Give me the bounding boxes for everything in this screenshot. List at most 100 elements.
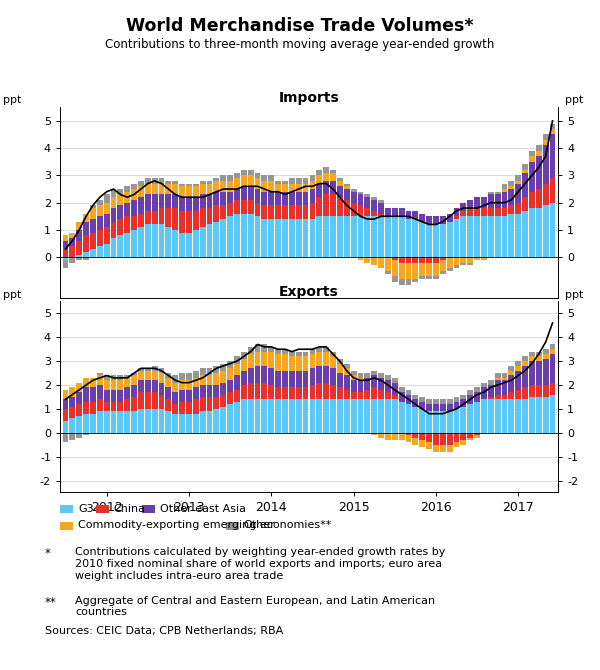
Bar xyxy=(241,200,247,214)
Bar xyxy=(350,216,356,257)
Bar xyxy=(97,399,103,411)
Bar xyxy=(426,442,432,450)
Bar xyxy=(508,186,514,189)
Bar xyxy=(214,222,220,257)
Bar xyxy=(426,404,432,411)
Bar xyxy=(152,371,158,381)
Bar xyxy=(467,438,473,440)
Text: G3: G3 xyxy=(78,504,94,513)
Bar xyxy=(76,241,82,255)
Bar xyxy=(481,208,487,216)
Bar xyxy=(344,200,350,216)
Bar xyxy=(495,216,500,257)
Bar xyxy=(426,276,432,279)
Bar xyxy=(97,216,103,230)
Bar xyxy=(508,392,514,399)
Bar xyxy=(426,411,432,433)
Bar xyxy=(426,263,432,276)
Bar xyxy=(262,344,268,352)
Bar xyxy=(282,206,288,219)
Bar xyxy=(454,265,460,268)
Text: ppt: ppt xyxy=(565,289,584,299)
Bar xyxy=(337,197,343,216)
Bar xyxy=(522,399,528,433)
Bar xyxy=(302,206,308,219)
Bar xyxy=(330,173,336,181)
Text: *: * xyxy=(45,547,51,560)
Bar xyxy=(186,381,192,390)
Bar xyxy=(152,381,158,392)
Bar xyxy=(412,407,418,433)
Bar xyxy=(419,263,425,276)
Bar xyxy=(104,411,110,433)
Bar xyxy=(241,399,247,433)
Bar xyxy=(262,383,268,399)
Bar xyxy=(254,399,260,433)
Bar xyxy=(214,181,220,192)
Bar xyxy=(454,216,460,219)
Bar xyxy=(502,184,508,189)
Bar xyxy=(227,404,233,433)
Bar xyxy=(104,375,110,381)
Bar xyxy=(248,186,254,200)
Bar xyxy=(419,402,425,409)
Bar xyxy=(392,260,398,276)
Bar xyxy=(296,184,302,192)
Bar xyxy=(200,369,206,375)
Bar xyxy=(282,219,288,257)
Bar xyxy=(344,375,350,390)
Bar xyxy=(310,202,316,219)
Bar xyxy=(138,392,144,409)
Bar xyxy=(186,197,192,211)
Bar xyxy=(83,433,89,436)
Bar xyxy=(254,189,260,202)
Bar xyxy=(529,151,535,156)
Bar xyxy=(62,260,68,268)
Bar xyxy=(118,402,123,411)
Bar xyxy=(234,178,240,189)
Bar xyxy=(371,211,377,216)
Bar xyxy=(104,214,110,227)
Bar xyxy=(310,176,316,181)
Bar xyxy=(508,189,514,206)
Bar xyxy=(543,135,548,140)
Bar xyxy=(186,402,192,413)
Bar xyxy=(275,354,281,371)
Bar xyxy=(467,216,473,257)
Bar xyxy=(70,257,75,263)
Bar xyxy=(474,436,480,438)
Bar xyxy=(152,194,158,211)
Bar xyxy=(488,397,494,399)
Bar xyxy=(454,442,460,447)
Text: China: China xyxy=(113,504,146,513)
Bar xyxy=(454,397,460,402)
Bar xyxy=(392,216,398,257)
Bar xyxy=(350,192,356,202)
Bar xyxy=(508,375,514,392)
Bar xyxy=(337,178,343,181)
Bar xyxy=(158,224,164,257)
Bar xyxy=(70,433,75,440)
Bar xyxy=(515,361,521,366)
Bar xyxy=(330,194,336,216)
Bar xyxy=(508,399,514,433)
Bar xyxy=(419,214,425,222)
Bar xyxy=(358,194,364,206)
Bar xyxy=(481,257,487,260)
Bar xyxy=(241,170,247,176)
Bar xyxy=(502,399,508,433)
Bar xyxy=(481,387,487,399)
Bar xyxy=(62,241,68,249)
Bar xyxy=(70,247,75,257)
Bar xyxy=(502,189,508,192)
Bar xyxy=(275,349,281,354)
Bar xyxy=(206,208,212,224)
Bar xyxy=(350,399,356,433)
Bar xyxy=(206,369,212,375)
Bar xyxy=(262,192,268,206)
Bar xyxy=(214,192,220,206)
Bar xyxy=(214,206,220,222)
Bar xyxy=(166,411,171,433)
Bar xyxy=(378,216,384,257)
Bar xyxy=(220,383,226,395)
